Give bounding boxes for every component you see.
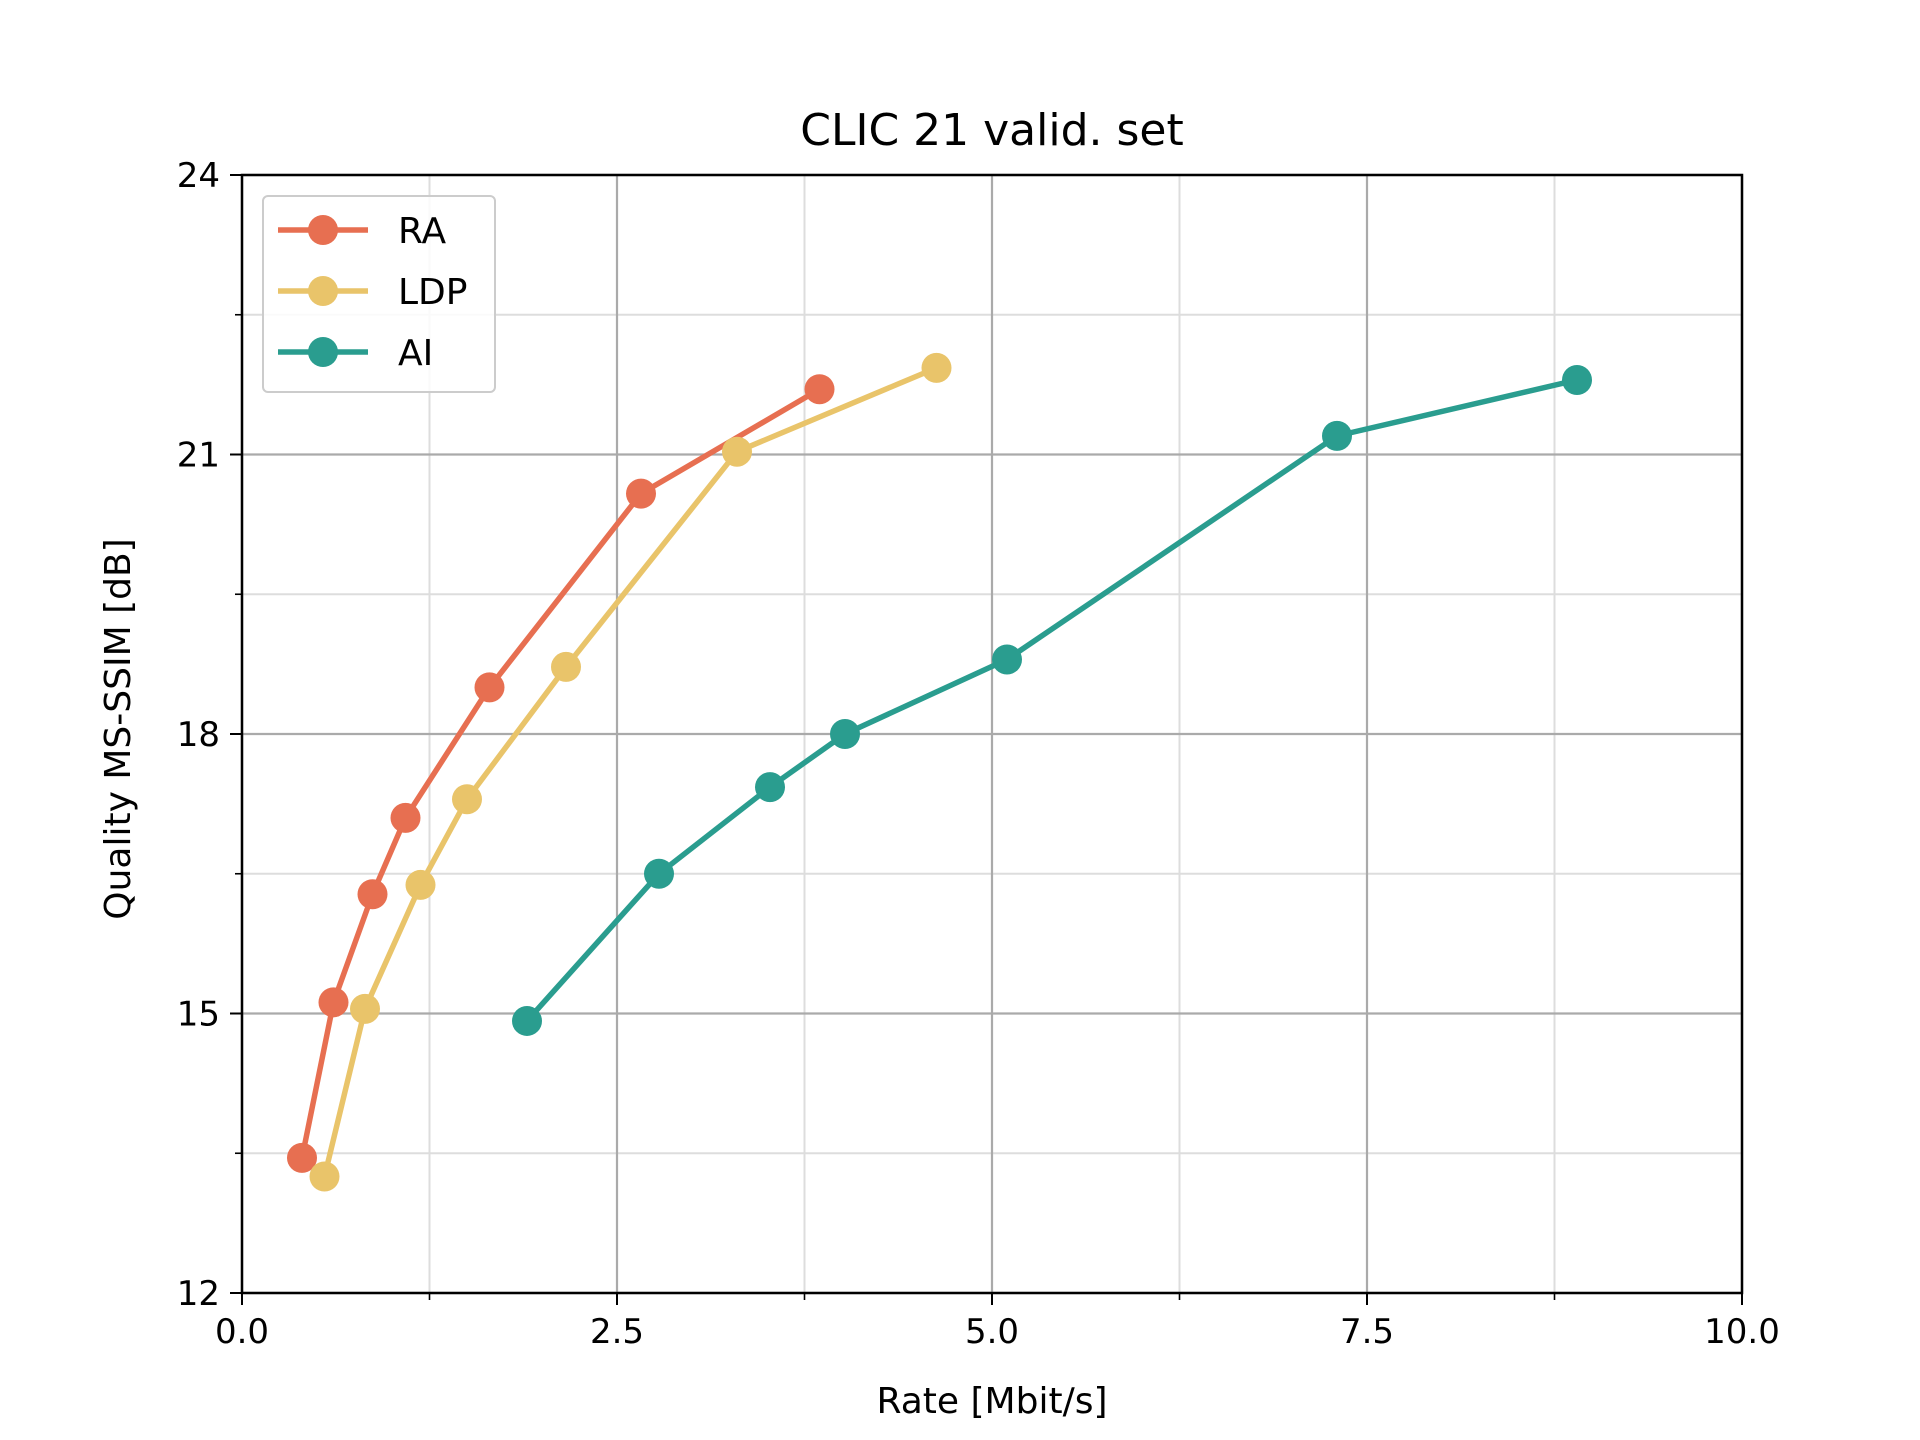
data-point-ra (804, 374, 835, 405)
data-point-ai (512, 1005, 542, 1036)
data-point-ai (1562, 364, 1592, 395)
legend-swatch-marker (308, 337, 338, 367)
y-tick-label: 21 (177, 436, 220, 476)
data-point-ai (644, 858, 674, 889)
data-point-ra (357, 879, 388, 910)
y-tick-label: 15 (177, 995, 220, 1035)
legend-item-ra: RA (278, 211, 447, 252)
y-tick-label: 24 (177, 156, 220, 196)
legend-swatch-marker (308, 215, 338, 245)
data-point-ra (390, 802, 421, 833)
data-point-ra (287, 1142, 317, 1173)
legend-label-ra: RA (398, 211, 447, 252)
data-point-ra (318, 987, 349, 1018)
series-ra (287, 374, 835, 1173)
data-point-ldp (921, 352, 952, 383)
data-point-ldp (350, 993, 380, 1024)
data-point-ra (474, 672, 505, 703)
legend-swatch-marker (308, 276, 338, 306)
x-tick-label: 5.0 (965, 1312, 1019, 1352)
x-tick-label: 0.0 (215, 1312, 269, 1352)
series-ai (512, 364, 1592, 1036)
y-tick-label: 12 (177, 1274, 220, 1314)
legend-label-ldp: LDP (398, 272, 468, 313)
data-point-ldp (309, 1161, 340, 1192)
data-point-ra (626, 478, 656, 509)
data-point-ldp (452, 784, 482, 815)
data-point-ai (1322, 420, 1352, 451)
legend-item-ai: AI (278, 333, 433, 374)
series-layer (287, 352, 1592, 1192)
x-tick-label: 2.5 (590, 1312, 644, 1352)
y-axis-label: Quality MS-SSIM [dB] (98, 538, 139, 919)
legend-item-ldp: LDP (278, 272, 468, 313)
data-point-ai (992, 644, 1022, 675)
chart-title: CLIC 21 valid. set (800, 105, 1184, 156)
legend-label-ai: AI (398, 333, 433, 374)
data-point-ldp (722, 436, 752, 467)
legend: RA LDP AI (262, 195, 496, 393)
series-ldp (309, 352, 952, 1192)
x-tick-label: 7.5 (1340, 1312, 1394, 1352)
data-point-ldp (405, 869, 436, 900)
data-point-ldp (551, 651, 581, 682)
x-axis-label: Rate [Mbit/s] (877, 1381, 1108, 1422)
y-tick-label: 18 (177, 715, 220, 755)
x-tick-label: 10.0 (1704, 1312, 1780, 1352)
axis-ticks: 0.0 2.5 5.0 7.5 10.0 12 15 18 21 24 (177, 156, 1780, 1352)
data-point-ai (830, 719, 860, 749)
data-point-ai (755, 772, 785, 803)
